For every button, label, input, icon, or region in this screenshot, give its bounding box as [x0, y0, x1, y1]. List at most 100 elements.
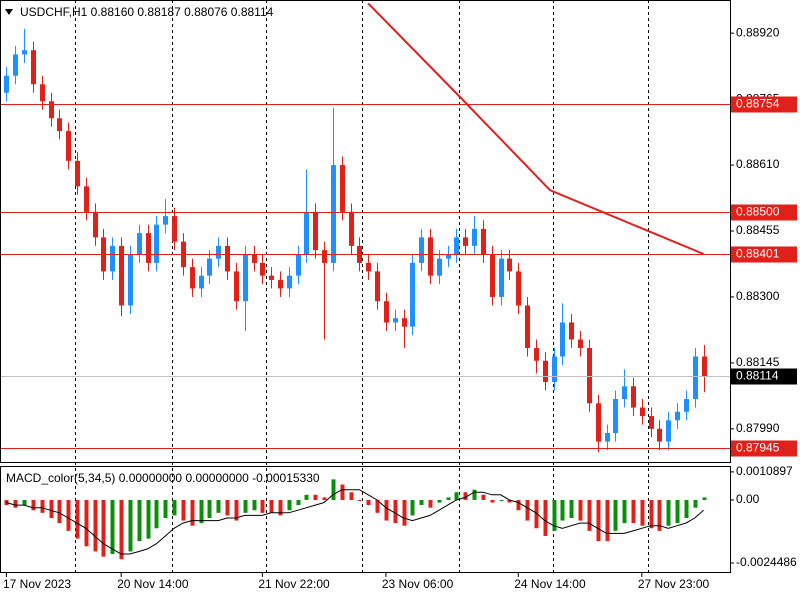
- candle-body: [657, 428, 662, 442]
- candle-body: [340, 165, 345, 212]
- candle-body: [119, 245, 124, 306]
- candle-body: [613, 399, 618, 434]
- macd-bar: [402, 499, 407, 526]
- y-tick-label: 0.88920: [736, 25, 780, 39]
- candle-body: [287, 275, 292, 289]
- candle-body: [446, 254, 451, 259]
- candle-body: [225, 245, 230, 272]
- macd-bar: [702, 497, 707, 500]
- macd-bar: [516, 499, 521, 511]
- candle-body: [507, 258, 512, 272]
- candle-body: [154, 224, 159, 263]
- candle-body: [75, 160, 80, 187]
- candle-body: [437, 258, 442, 276]
- x-tick-label: 20 Nov 14:00: [117, 577, 189, 591]
- candle-body: [269, 275, 274, 280]
- macd-bar: [57, 499, 62, 524]
- macd-bar: [101, 499, 106, 557]
- candle-body: [243, 254, 248, 302]
- macd-bar: [463, 492, 468, 500]
- candle-body: [516, 271, 521, 306]
- macd-bar: [605, 499, 610, 542]
- x-tick-label: 24 Nov 14:00: [514, 577, 586, 591]
- candle-body: [128, 254, 133, 306]
- macd-bar: [252, 499, 257, 511]
- macd-bar: [596, 499, 601, 542]
- menu-triangle: [5, 9, 13, 15]
- candle-body: [66, 131, 71, 161]
- candle-body: [375, 271, 380, 302]
- level-label-box: [731, 96, 797, 113]
- macd-bar: [322, 497, 327, 500]
- candle-body: [490, 254, 495, 297]
- candle-body: [402, 318, 407, 327]
- y-tick-label: -0.0024486: [736, 555, 797, 569]
- macd-bar: [128, 499, 133, 552]
- signal-line: [6, 489, 704, 555]
- candle-body: [207, 258, 212, 276]
- candle-body: [252, 254, 257, 263]
- candle-body: [278, 279, 283, 289]
- macd-bar: [269, 499, 274, 513]
- level-label: 0.87945: [736, 441, 780, 455]
- macd-bar: [366, 499, 371, 506]
- macd-bar: [657, 499, 662, 531]
- plot-layer: 0.889200.887650.886100.884550.883000.881…: [0, 2, 797, 591]
- macd-bar: [666, 499, 671, 526]
- candle-body: [666, 420, 671, 442]
- x-tick-label: 23 Nov 06:00: [382, 577, 454, 591]
- x-tick-label: 27 Nov 23:00: [638, 577, 710, 591]
- candle-body: [428, 237, 433, 276]
- candle-body: [393, 318, 398, 323]
- macd-bar: [384, 499, 389, 521]
- macd-bar: [40, 499, 45, 513]
- macd-bar: [375, 499, 380, 513]
- macd-bar: [419, 499, 424, 506]
- macd-bar: [684, 499, 689, 518]
- macd-bar: [49, 499, 54, 518]
- macd-title: MACD_color(5,34,5) 0.00000000 0.00000000…: [6, 471, 320, 485]
- candle-body: [172, 216, 177, 242]
- macd-bar: [93, 499, 98, 552]
- level-label: 0.88754: [736, 97, 780, 111]
- candle-body: [596, 403, 601, 442]
- macd-bar: [119, 499, 124, 560]
- level-label: 0.88500: [736, 205, 780, 219]
- macd-bar: [587, 499, 592, 531]
- candle-body: [22, 50, 27, 55]
- macd-bar: [313, 494, 318, 500]
- macd-bar: [110, 499, 115, 555]
- macd-bar: [507, 499, 512, 503]
- macd-bar: [181, 499, 186, 521]
- candle-body: [463, 237, 468, 246]
- candle-body: [702, 356, 707, 377]
- candle-body: [481, 228, 486, 255]
- macd-bar: [613, 499, 618, 531]
- candle-body: [163, 216, 168, 225]
- candle-body: [4, 75, 9, 93]
- macd-bar: [13, 499, 18, 508]
- y-tick-label: 0.88300: [736, 289, 780, 303]
- candle-body: [216, 245, 221, 259]
- frames: [0, 0, 731, 573]
- candle-body: [649, 416, 654, 429]
- candle-body: [569, 322, 574, 340]
- macd-bar: [543, 499, 548, 537]
- x-tick-label: 17 Nov 2023: [3, 577, 71, 591]
- candle-body: [419, 237, 424, 263]
- macd-bar: [66, 499, 71, 531]
- macd-bar: [225, 499, 230, 516]
- candle-body: [49, 101, 54, 119]
- macd-bar: [154, 499, 159, 529]
- macd-bar: [454, 492, 459, 500]
- candle-body: [622, 386, 627, 400]
- candle-body: [322, 250, 327, 263]
- level-label-box: [731, 246, 797, 263]
- macd-bar: [693, 499, 698, 508]
- y-tick-label: 0.00: [736, 492, 760, 506]
- candle-body: [552, 356, 557, 383]
- level-label-box: [731, 204, 797, 221]
- candle-body: [605, 433, 610, 442]
- macd-bar: [260, 499, 265, 513]
